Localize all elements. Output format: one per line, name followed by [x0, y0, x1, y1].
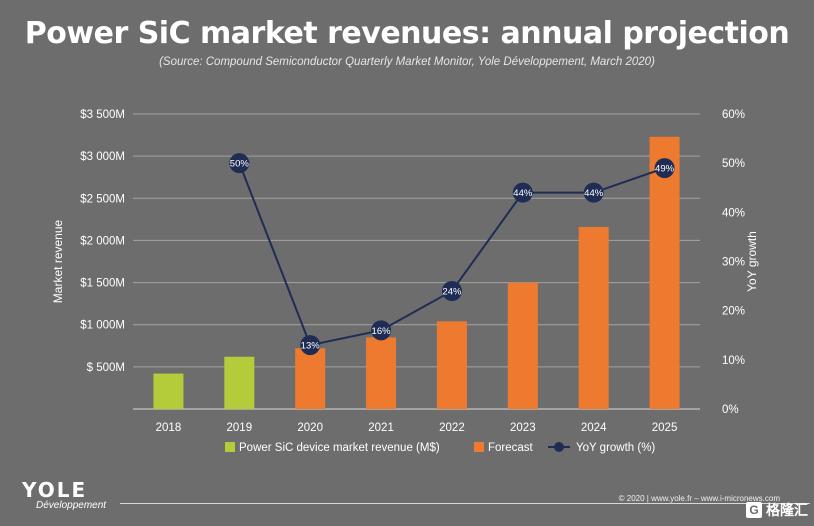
y2-tick-label: 0% [722, 404, 739, 416]
point-label: 13% [301, 341, 321, 352]
logo-name: YOLE [22, 478, 88, 502]
y2-axis-label: YoY growth [745, 231, 759, 292]
line-point [371, 320, 392, 341]
chart-title: Power SiC market revenues: annual projec… [24, 16, 790, 51]
yole-logo: YOLE Développement [22, 478, 106, 511]
legend-marker [554, 442, 564, 452]
bar [578, 226, 609, 409]
bar [295, 348, 326, 409]
watermark: G 格隆汇 [746, 500, 808, 520]
x-tick-label: 2025 [652, 422, 678, 434]
point-label: 16% [372, 326, 392, 337]
y2-tick-label: 40% [722, 207, 745, 219]
y2-tick-label: 50% [722, 158, 745, 170]
x-tick-label: 2023 [510, 422, 536, 434]
legend-swatch [225, 442, 235, 452]
watermark-text: 格隆汇 [766, 502, 808, 518]
x-tick-label: 2021 [368, 422, 394, 434]
legend-swatch [474, 442, 484, 452]
copyright-text: © 2020 | www.yole.fr – www.i-micronews.c… [614, 494, 784, 503]
y-tick-label: $2 000M [80, 235, 125, 247]
chart-subtitle: (Source: Compound Semiconductor Quarterl… [159, 56, 655, 68]
x-tick-label: 2019 [227, 422, 253, 434]
y2-tick-label: 10% [722, 355, 745, 367]
footer-divider [120, 503, 810, 504]
x-tick-label: 2024 [581, 422, 607, 434]
bar [436, 321, 467, 409]
line-point [654, 158, 675, 179]
x-tick-label: 2020 [297, 422, 323, 434]
y-tick-label: $2 500M [80, 193, 125, 205]
line-point [441, 281, 462, 301]
bar [649, 136, 680, 409]
point-label: 44% [513, 188, 533, 199]
line-point [512, 182, 533, 203]
legend-label: Power SiC device market revenue (M$) [239, 442, 440, 454]
bar [507, 282, 538, 409]
point-label: 50% [230, 159, 250, 170]
x-tick-label: 2018 [156, 422, 182, 434]
line-point [300, 335, 321, 356]
y2-tick-label: 60% [722, 109, 745, 121]
y-tick-label: $3 500M [80, 109, 125, 121]
line-point [583, 182, 604, 203]
legend-label: Forecast [488, 442, 534, 454]
y-tick-label: $ 500M [87, 362, 125, 374]
y2-tick-label: 30% [722, 257, 745, 269]
y-tick-label: $3 000M [80, 151, 125, 163]
y2-tick-label: 20% [722, 306, 745, 318]
logo-subtitle: Développement [36, 500, 107, 511]
point-label: 24% [442, 287, 462, 298]
point-label: 49% [655, 164, 675, 175]
y-tick-label: $1 000M [80, 320, 125, 332]
watermark-mark: G [746, 502, 762, 518]
bar [153, 373, 184, 409]
y-tick-label: $1 500M [80, 278, 125, 290]
point-label: 44% [584, 188, 604, 199]
bar [366, 337, 397, 409]
y-axis-label: Market revenue [51, 219, 65, 303]
line-point [229, 153, 250, 174]
x-tick-label: 2022 [439, 422, 465, 434]
bar [224, 356, 255, 409]
legend-label: YoY growth (%) [576, 442, 655, 454]
